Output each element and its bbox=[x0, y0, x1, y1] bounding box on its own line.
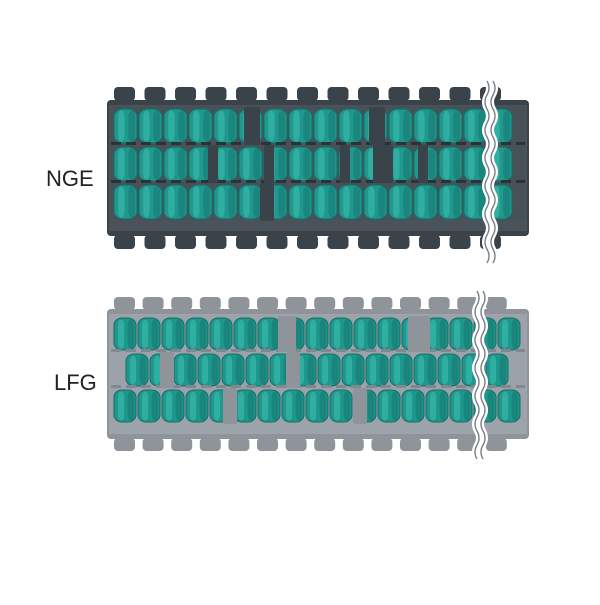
belt-svg bbox=[0, 0, 600, 600]
diagram-canvas: NGE LFG bbox=[0, 0, 600, 600]
label-lfg: LFG bbox=[54, 370, 97, 396]
belt bbox=[108, 291, 528, 459]
label-nge: NGE bbox=[46, 166, 94, 192]
belt bbox=[108, 81, 528, 263]
